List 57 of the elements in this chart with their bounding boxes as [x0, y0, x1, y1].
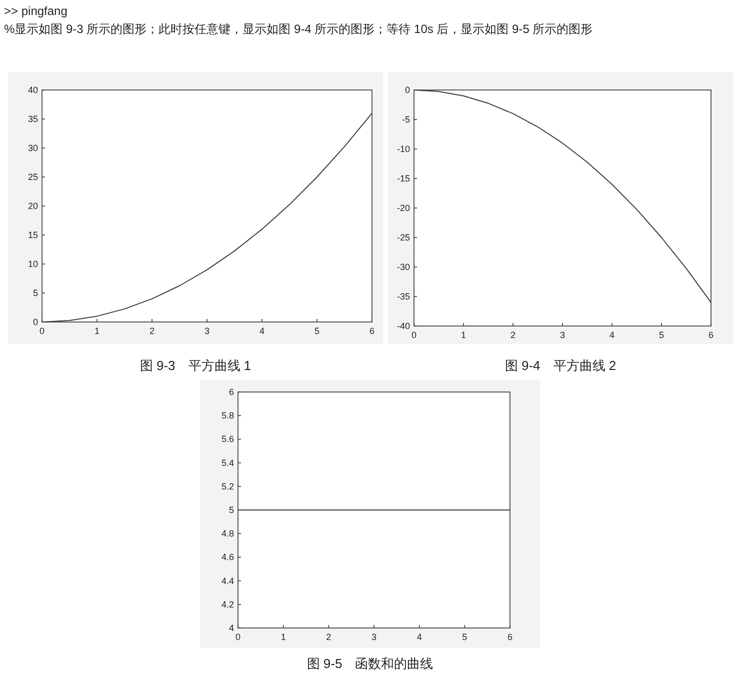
x-tick-label: 6 [708, 330, 714, 340]
x-tick-label: 5 [658, 330, 664, 340]
y-tick-label: 4 [228, 623, 234, 633]
text: >> pingfang [4, 4, 68, 18]
y-tick-label: -20 [396, 203, 410, 213]
y-tick-label: 5.2 [221, 481, 234, 492]
x-tick-label: 4 [609, 330, 615, 340]
x-tick-label: 0 [39, 326, 45, 336]
y-tick-label: -10 [396, 144, 410, 154]
x-tick-label: 1 [94, 326, 100, 336]
y-tick-label: 5 [32, 288, 38, 298]
x-tick-label: 4 [259, 326, 265, 336]
y-tick-label: 30 [28, 143, 38, 153]
y-tick-label: 6 [228, 387, 234, 397]
x-tick-label: 5 [314, 326, 320, 336]
text: %显示如图 9-3 所示的图形；此时按任意键，显示如图 9-4 所示的图形；等待 10s 后，显示如图 9-5 所示的图形 [4, 22, 593, 36]
y-tick-label: 35 [28, 114, 38, 124]
y-tick-label: 40 [28, 85, 38, 95]
y-tick-label: 20 [28, 201, 38, 211]
x-tick-label: 0 [411, 330, 417, 340]
x-tick-label: 6 [507, 632, 513, 642]
text: 图 9-4 平方曲线 2 [504, 358, 616, 373]
line-series [414, 90, 712, 303]
x-tick-label: 1 [280, 632, 286, 642]
y-tick-label: 4.2 [221, 599, 234, 610]
x-tick-label: 1 [460, 330, 466, 340]
line-series [42, 112, 372, 322]
x-tick-label: 4 [416, 632, 422, 642]
x-tick-label: 2 [510, 330, 516, 340]
x-tick-label: 3 [560, 330, 566, 340]
y-tick-label: 5.6 [221, 434, 234, 444]
x-tick-label: 5 [462, 632, 468, 642]
y-tick-label: 4.4 [221, 576, 234, 586]
y-tick-label: 5 [228, 505, 234, 515]
y-tick-label: 4.8 [221, 528, 234, 539]
y-tick-label: 0 [404, 85, 410, 95]
text: 图 9-3 平方曲线 1 [140, 358, 252, 373]
x-tick-label: 0 [235, 632, 241, 642]
x-tick-label: 3 [371, 632, 377, 642]
y-tick-label: -40 [396, 321, 410, 331]
x-tick-label: 2 [149, 326, 155, 336]
y-tick-label: 25 [28, 172, 38, 182]
y-tick-label: 4.6 [221, 552, 234, 562]
y-tick-label: -25 [396, 232, 410, 242]
y-tick-label: 0 [32, 317, 38, 327]
y-tick-label: 15 [28, 230, 38, 240]
y-tick-label: -30 [396, 262, 410, 272]
y-tick-label: 5.4 [221, 458, 234, 468]
y-tick-label: 10 [28, 259, 38, 269]
y-tick-label: -15 [396, 174, 410, 184]
x-tick-label: 6 [369, 326, 375, 336]
x-tick-label: 3 [204, 326, 210, 336]
y-tick-label: -35 [396, 292, 410, 302]
x-tick-label: 2 [326, 632, 332, 642]
y-tick-label: -5 [402, 114, 410, 124]
text: 图 9-5 函数和的曲线 [306, 656, 434, 671]
y-tick-label: 5.8 [221, 410, 234, 421]
